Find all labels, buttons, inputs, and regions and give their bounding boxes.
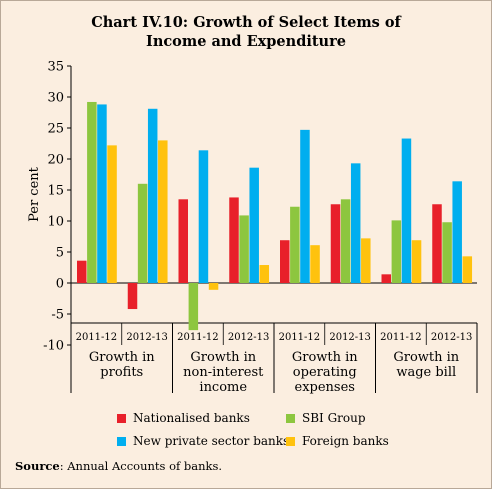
group-label: expenses xyxy=(295,380,355,395)
bar-nationalised-banks xyxy=(330,204,341,283)
group-label: profits xyxy=(100,365,143,380)
y-axis-label: Per cent xyxy=(27,166,42,222)
period-label: 2011-12 xyxy=(177,332,219,343)
period-label: 2011-12 xyxy=(76,332,118,343)
legend-swatch xyxy=(117,413,126,423)
period-label: 2011-12 xyxy=(380,332,422,343)
y-tick-label: 20 xyxy=(47,153,64,168)
group-label: Growth in xyxy=(190,350,256,365)
chart-title-line-2: Income and Expenditure xyxy=(146,33,346,50)
period-label: 2012-13 xyxy=(126,332,168,343)
bar-new-private-sector-banks xyxy=(401,138,412,283)
legend-item: Foreign banks xyxy=(286,434,389,448)
group-label: income xyxy=(199,380,247,395)
bar-foreign-banks xyxy=(259,265,270,283)
period-label: 2012-13 xyxy=(431,332,473,343)
bar-sbi-group xyxy=(391,220,402,283)
group-label: operating xyxy=(293,365,357,380)
source-note: Source: Annual Accounts of banks. xyxy=(15,459,222,473)
bar-foreign-banks xyxy=(310,245,320,283)
bar-new-private-sector-banks xyxy=(350,163,361,283)
y-tick-label: 10 xyxy=(47,215,64,230)
bar-new-private-sector-banks xyxy=(300,129,310,283)
bar-new-private-sector-banks xyxy=(147,108,158,283)
bar-nationalised-banks xyxy=(178,199,188,283)
bar-nationalised-banks xyxy=(77,260,87,283)
legend-label: New private sector banks xyxy=(133,434,290,448)
group-label: Growth in xyxy=(393,350,459,365)
legend-swatch xyxy=(286,413,295,423)
bar-sbi-group xyxy=(87,101,97,284)
bar-nationalised-banks xyxy=(280,240,290,283)
y-tick-label: -10 xyxy=(43,339,64,354)
bar-new-private-sector-banks xyxy=(198,150,209,283)
legend-label: SBI Group xyxy=(302,411,366,425)
legend-label: Foreign banks xyxy=(302,434,389,448)
bar-new-private-sector-banks xyxy=(249,167,259,283)
group-label: wage bill xyxy=(396,365,456,380)
chart-title-line-1: Chart IV.10: Growth of Select Items of xyxy=(91,14,401,31)
group-label: Growth in xyxy=(89,350,155,365)
bar-nationalised-banks xyxy=(432,204,442,283)
bar-nationalised-banks xyxy=(381,274,391,283)
period-label: 2012-13 xyxy=(329,332,371,343)
period-label: 2011-12 xyxy=(279,332,321,343)
chart-title: Chart IV.10: Growth of Select Items of I… xyxy=(1,13,491,51)
y-tick-label: 0 xyxy=(56,277,64,292)
legend-item: SBI Group xyxy=(286,411,366,425)
y-tick-label: 30 xyxy=(47,91,64,106)
y-tick-label: 5 xyxy=(56,246,64,261)
bar-foreign-banks xyxy=(462,256,473,283)
bar-foreign-banks xyxy=(208,283,219,290)
period-label: 2012-13 xyxy=(228,332,270,343)
legend-item: Nationalised banks xyxy=(117,411,250,425)
source-text: : Annual Accounts of banks. xyxy=(59,459,223,473)
legend-swatch xyxy=(117,436,126,446)
legend-item: New private sector banks xyxy=(117,434,289,448)
bar-foreign-banks xyxy=(158,140,168,283)
bar-sbi-group xyxy=(340,199,351,283)
bar-nationalised-banks xyxy=(229,197,239,283)
group-label: Growth in xyxy=(292,350,358,365)
bar-sbi-group xyxy=(442,222,452,283)
bar-foreign-banks xyxy=(411,240,422,283)
bar-sbi-group xyxy=(290,206,300,283)
y-tick-label: 25 xyxy=(47,122,64,137)
legend-label: Nationalised banks xyxy=(133,411,250,425)
group-label: non-interest xyxy=(183,365,264,380)
bar-sbi-group xyxy=(137,183,148,283)
bar-foreign-banks xyxy=(361,238,371,283)
bar-foreign-banks xyxy=(107,145,117,283)
source-label: Source xyxy=(15,459,60,473)
bar-new-private-sector-banks xyxy=(97,104,107,283)
bar-sbi-group xyxy=(188,283,199,331)
y-tick-label: 35 xyxy=(47,60,64,75)
y-tick-label: 15 xyxy=(47,184,64,199)
legend-swatch xyxy=(286,436,295,446)
y-tick-label: -5 xyxy=(51,308,64,323)
bar-nationalised-banks xyxy=(127,283,138,310)
bar-new-private-sector-banks xyxy=(452,181,462,283)
bar-sbi-group xyxy=(239,215,249,283)
